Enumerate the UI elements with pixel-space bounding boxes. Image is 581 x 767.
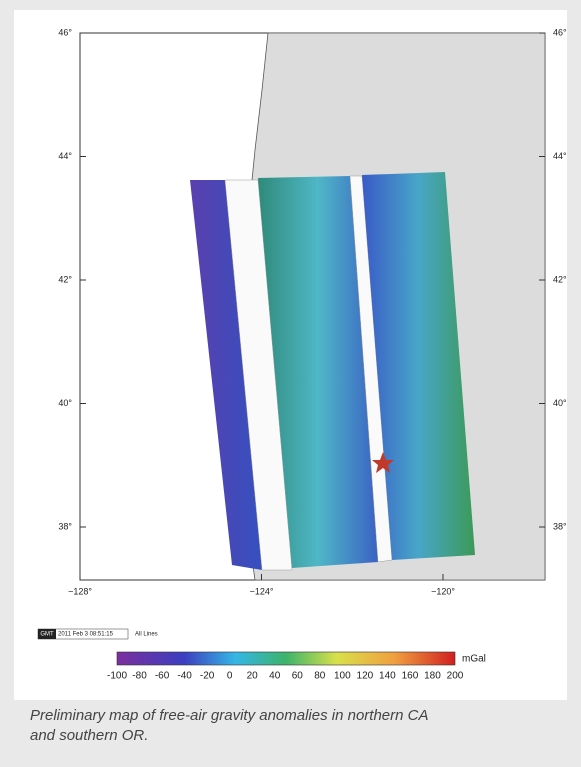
lat-label: 40°	[58, 398, 72, 408]
colorbar-label: 120	[357, 671, 374, 682]
lat-label: 44°	[553, 151, 567, 161]
stamp-logo: GMT	[40, 632, 54, 638]
colorbar-label: -40	[177, 671, 192, 682]
lon-label: −128°	[68, 586, 92, 596]
stamp-label: All Lines	[135, 632, 158, 638]
page: GMT 2011 Feb 3 08:51:15 All Lines mGal 4…	[0, 0, 581, 767]
lon-label: −120°	[431, 586, 455, 596]
colorbar-label: 20	[247, 671, 259, 682]
colorbar-label: 40	[269, 671, 281, 682]
lon-label: −124°	[250, 586, 274, 596]
colorbar-label: -100	[107, 671, 127, 682]
lat-label: 42°	[553, 274, 567, 284]
colorbar-label: 140	[379, 671, 396, 682]
colorbar-label: 60	[292, 671, 304, 682]
colorbar-unit: mGal	[462, 654, 486, 665]
colorbar-label: 180	[424, 671, 441, 682]
colorbar-label: 160	[402, 671, 419, 682]
caption: Preliminary map of free-air gravity anom…	[30, 706, 450, 746]
colorbar-label: 0	[227, 671, 233, 682]
lat-label: 40°	[553, 398, 567, 408]
map-figure: GMT 2011 Feb 3 08:51:15 All Lines mGal 4…	[0, 0, 581, 700]
colorbar-label: 100	[334, 671, 351, 682]
lat-label: 38°	[58, 521, 72, 531]
colorbar-label: -80	[132, 671, 147, 682]
colorbar-label: -20	[200, 671, 215, 682]
colorbar-label: 80	[314, 671, 326, 682]
lat-label: 46°	[553, 27, 567, 37]
stamp-time: 2011 Feb 3 08:51:15	[58, 632, 114, 638]
lat-label: 38°	[553, 521, 567, 531]
lat-label: 44°	[58, 151, 72, 161]
lat-label: 46°	[58, 27, 72, 37]
colorbar-label: -60	[155, 671, 170, 682]
lat-label: 42°	[58, 274, 72, 284]
colorbar	[117, 652, 455, 665]
colorbar-label: 200	[447, 671, 464, 682]
